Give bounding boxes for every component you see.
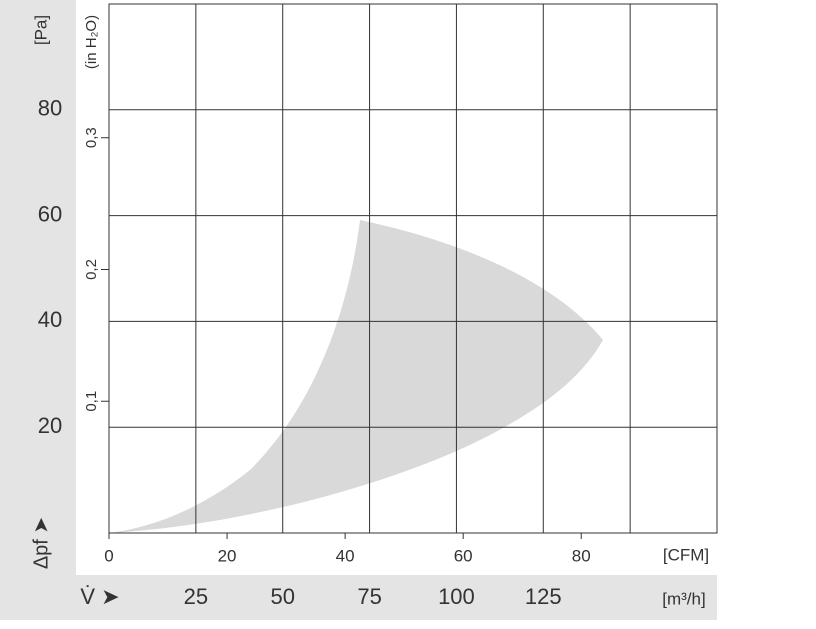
x-tick-label: 80: [572, 546, 591, 565]
y-axis-label: [Pa]: [31, 15, 50, 45]
y2-tick-label: 0,1: [83, 391, 100, 412]
y2-tick-label: 0,2: [83, 259, 100, 280]
left-band: [0, 0, 76, 575]
y-arrow-label: Δpf ➤: [30, 517, 52, 569]
x2-arrow-label: V̇ ➤: [80, 584, 119, 609]
x2-tick-label: 75: [357, 584, 381, 609]
y-tick-label: 60: [38, 201, 62, 226]
x2-tick-label: 125: [525, 584, 562, 609]
operating-area: [109, 220, 603, 533]
y-tick-label: 20: [38, 413, 62, 438]
x2-axis-label: [m³/h]: [662, 589, 705, 608]
x2-tick-label: 50: [270, 584, 294, 609]
x2-tick-label: 100: [438, 584, 475, 609]
x-tick-label: 20: [218, 546, 237, 565]
bottom-band: [0, 575, 717, 620]
x-axis-label: [CFM]: [663, 545, 709, 564]
y2-axis-label: (in H₂O): [83, 15, 100, 69]
x-tick-label: 40: [336, 546, 355, 565]
y2-tick-label: 0,3: [83, 127, 100, 148]
y-tick-label: 40: [38, 307, 62, 332]
x-tick-label: 0: [104, 546, 113, 565]
y-tick-label: 80: [38, 96, 62, 121]
x-tick-label: 60: [454, 546, 473, 565]
x2-tick-label: 25: [184, 584, 208, 609]
